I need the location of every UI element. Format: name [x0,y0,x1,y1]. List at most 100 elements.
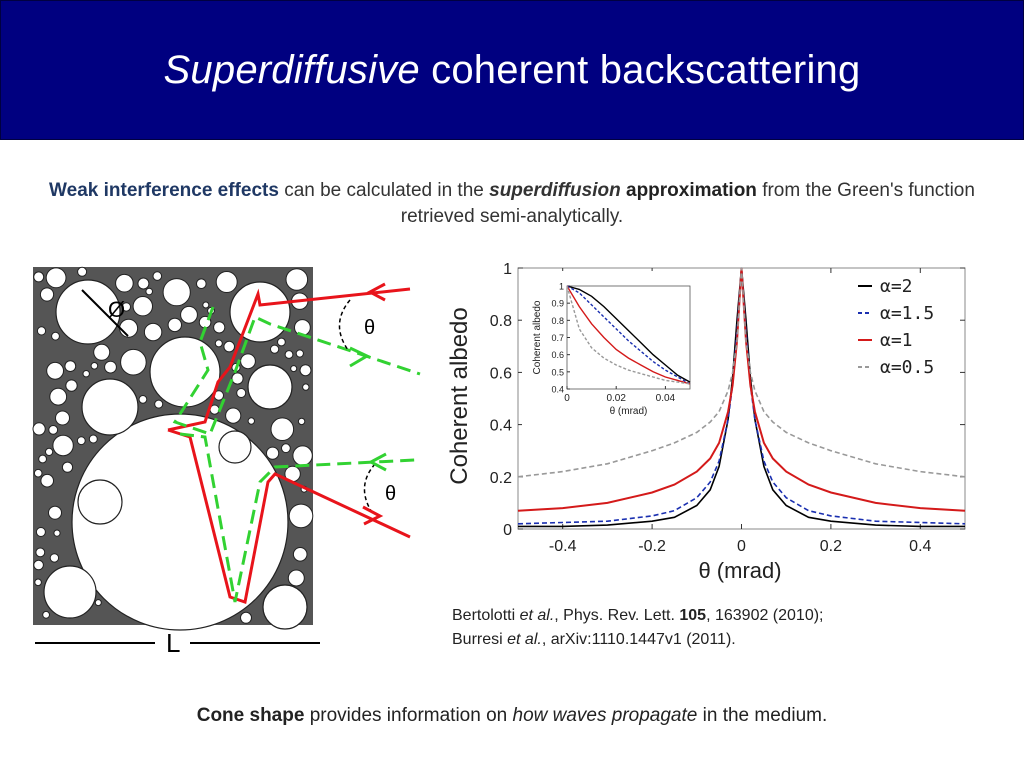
legend-entry: α=1 [880,330,913,351]
red-path-bottom [167,428,411,604]
sphere [297,417,306,426]
intro-paragraph: Weak interference effects can be calcula… [40,178,984,230]
y-tick-label: 0.6 [490,365,512,382]
sphere [266,446,280,460]
sphere [49,553,60,563]
x-tick-label: 0 [737,538,746,555]
sphere [82,370,90,378]
sphere [229,281,291,343]
sphere [38,454,48,464]
inset-series-line [566,285,691,385]
thickness-label: L [166,628,180,658]
sphere [36,326,47,336]
sphere [145,287,153,296]
sphere [137,277,150,290]
x-tick-label: 0.4 [909,538,931,555]
intro-bold-1: Weak interference effects [49,180,279,201]
sphere [290,365,298,373]
sphere [285,268,309,291]
ref1-author: Bertolotti [452,607,520,624]
sphere [65,379,78,392]
inset-y-tick-label: 0.6 [551,350,564,360]
ref1-etal: et al. [519,607,555,624]
sphere [284,350,294,359]
theta-label-top: θ [364,317,375,339]
sphere [231,372,244,385]
sphere [299,364,312,377]
top-ray-pair: θ [167,282,421,436]
sphere [42,610,51,619]
sphere [270,417,295,441]
sphere [132,296,154,317]
conclusion-bold-1: Cone shape [196,705,305,726]
intro-bold-4: approximation [620,180,757,201]
sphere [180,305,198,324]
y-tick-label: 0.8 [490,313,512,330]
scatterer-spheres [32,266,314,631]
sphere [262,584,308,630]
sphere [55,410,70,426]
sphere [33,559,44,571]
sphere [33,468,43,478]
ref2-author: Burresi [452,631,508,648]
sphere [143,322,163,342]
sphere [294,319,311,336]
sphere [81,378,139,436]
sphere [236,388,247,398]
intro-text-2: can be calculated in the [278,180,490,201]
sphere [213,321,226,334]
inset-y-tick-label: 0.4 [551,385,564,395]
inset-x-tick-label: 0.02 [606,393,626,404]
sphere [247,364,293,410]
inset-background [522,271,697,429]
sphere [104,360,117,374]
series-lines [517,267,966,528]
conclusion-text-4: in the medium. [697,705,828,726]
sphere [223,340,235,353]
y-tick-label: 1 [503,261,512,278]
intro-bold-italic-3: superdiffusion [489,180,621,201]
sphere [45,267,67,289]
sphere [52,434,74,457]
sphere [35,547,46,558]
sphere [35,527,46,537]
slide-title-italic: Superdiffusive [163,47,420,92]
green-path-bottom [179,432,416,603]
sphere [162,278,191,307]
red-arrow-top [366,282,386,302]
sphere [202,301,210,309]
inset-y-tick-label: 1 [559,282,564,292]
y-axis-label: Coherent albedo [446,307,473,484]
green-path-top [172,306,421,436]
ref1-journal: , Phys. Rev. Lett. [554,607,680,624]
diameter-label: Ø [108,297,125,322]
sphere [281,443,291,454]
sphere [288,503,314,529]
green-arrow-top [349,346,371,368]
sphere [287,569,305,587]
sphere [39,287,55,302]
ref2-journal: , arXiv:1110.1447v1 (2011). [541,631,736,648]
sphere [48,505,62,520]
slide-title: Superdiffusive coherent backscattering [164,48,861,93]
theta-label-bottom: θ [385,483,396,505]
sphere [214,339,223,348]
references: Bertolotti et al., Phys. Rev. Lett. 105,… [452,604,992,652]
title-bar: Superdiffusive coherent backscattering [0,0,1024,140]
red-arrow-bottom [362,505,384,526]
sphere [76,436,86,446]
bottom-ray-pair: θ [167,428,416,604]
x-axis-label: θ (mrad) [698,558,781,583]
sphere [240,353,256,370]
sphere [64,360,77,372]
y-tick-label: 0 [503,522,512,539]
scattering-medium-diagram: Ø θ θ L [32,266,421,658]
ref1-volume: 105 [679,607,707,624]
sphere [49,387,68,406]
theta-arc-bottom [363,463,376,515]
sphere [51,331,60,341]
intro-text-5: from the Green's function retrieved semi… [400,180,975,227]
x-tick-label: -0.2 [638,538,666,555]
sphere [90,362,99,370]
inset-series-line [566,285,691,385]
